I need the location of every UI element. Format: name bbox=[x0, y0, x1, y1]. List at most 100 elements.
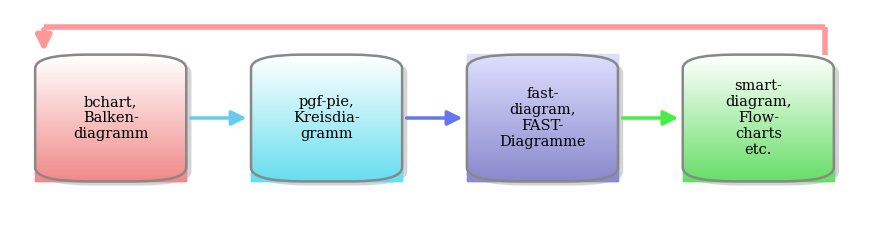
Bar bbox=[467, 129, 618, 130]
Bar bbox=[683, 117, 834, 118]
Bar bbox=[35, 116, 186, 117]
Bar bbox=[467, 156, 618, 157]
Bar bbox=[467, 170, 618, 171]
Bar bbox=[35, 145, 186, 146]
Bar bbox=[35, 151, 186, 152]
Bar bbox=[467, 89, 618, 90]
Bar bbox=[35, 86, 186, 88]
Bar bbox=[683, 63, 834, 65]
Bar bbox=[467, 163, 618, 164]
Bar bbox=[35, 160, 186, 161]
Bar bbox=[251, 129, 402, 131]
Bar bbox=[35, 176, 186, 177]
Bar bbox=[467, 72, 618, 73]
Bar bbox=[35, 178, 186, 180]
Bar bbox=[683, 84, 834, 86]
Bar bbox=[683, 131, 834, 132]
Bar bbox=[467, 91, 618, 93]
Bar bbox=[467, 161, 618, 162]
Bar bbox=[683, 146, 834, 148]
Bar bbox=[467, 59, 618, 61]
Bar bbox=[35, 163, 186, 164]
Bar bbox=[683, 113, 834, 115]
Bar bbox=[683, 137, 834, 138]
Bar bbox=[251, 120, 402, 121]
Bar bbox=[683, 81, 834, 83]
Bar bbox=[35, 148, 186, 149]
Bar bbox=[467, 143, 618, 144]
Bar bbox=[35, 114, 186, 115]
Bar bbox=[467, 67, 618, 68]
Bar bbox=[467, 69, 618, 71]
Bar bbox=[251, 123, 402, 125]
Bar bbox=[683, 113, 834, 114]
Bar bbox=[251, 98, 402, 99]
Bar bbox=[251, 143, 402, 144]
Bar bbox=[251, 71, 402, 72]
Bar bbox=[251, 136, 402, 137]
Bar bbox=[467, 65, 618, 67]
Bar bbox=[251, 61, 402, 62]
Bar bbox=[251, 180, 402, 181]
Bar bbox=[683, 75, 834, 77]
Bar bbox=[35, 62, 186, 63]
Bar bbox=[251, 137, 402, 138]
Bar bbox=[35, 138, 186, 139]
Bar bbox=[683, 90, 834, 92]
Bar bbox=[35, 165, 186, 166]
Bar bbox=[35, 84, 186, 86]
Bar bbox=[683, 87, 834, 88]
Bar bbox=[683, 150, 834, 151]
Bar bbox=[35, 85, 186, 87]
Bar bbox=[683, 145, 834, 146]
Bar bbox=[683, 130, 834, 131]
Bar bbox=[683, 169, 834, 170]
Bar bbox=[251, 167, 402, 168]
Bar bbox=[251, 84, 402, 86]
Bar bbox=[35, 90, 186, 91]
Bar bbox=[35, 54, 186, 55]
Bar bbox=[683, 80, 834, 81]
Bar bbox=[251, 138, 402, 139]
Bar bbox=[467, 166, 618, 167]
Bar bbox=[683, 71, 834, 72]
Bar bbox=[683, 68, 834, 70]
Bar bbox=[467, 97, 618, 98]
Bar bbox=[683, 93, 834, 94]
Bar bbox=[251, 174, 402, 175]
Bar bbox=[683, 100, 834, 101]
Bar bbox=[683, 95, 834, 96]
Bar bbox=[467, 76, 618, 77]
Bar bbox=[467, 132, 618, 133]
Bar bbox=[683, 73, 834, 74]
Bar bbox=[467, 177, 618, 178]
Bar bbox=[251, 90, 402, 91]
Bar bbox=[467, 137, 618, 138]
Bar bbox=[35, 105, 186, 106]
Bar bbox=[251, 106, 402, 107]
Bar bbox=[467, 153, 618, 154]
Bar bbox=[35, 152, 186, 153]
Bar bbox=[683, 68, 834, 69]
Bar bbox=[467, 90, 618, 92]
Bar bbox=[251, 157, 402, 159]
Bar bbox=[683, 61, 834, 62]
Bar bbox=[683, 72, 834, 73]
Bar bbox=[251, 62, 402, 63]
Bar bbox=[683, 116, 834, 117]
Bar bbox=[251, 111, 402, 112]
Bar bbox=[683, 115, 834, 116]
Bar bbox=[467, 151, 618, 153]
Bar bbox=[467, 87, 618, 88]
Bar bbox=[467, 107, 618, 108]
Bar bbox=[35, 151, 186, 153]
Bar bbox=[35, 140, 186, 142]
Bar bbox=[251, 56, 402, 57]
Bar bbox=[251, 148, 402, 149]
Bar bbox=[251, 156, 402, 157]
Bar bbox=[251, 130, 402, 131]
Bar bbox=[467, 94, 618, 95]
Bar bbox=[467, 178, 618, 180]
Bar bbox=[35, 70, 186, 72]
Bar bbox=[467, 169, 618, 170]
